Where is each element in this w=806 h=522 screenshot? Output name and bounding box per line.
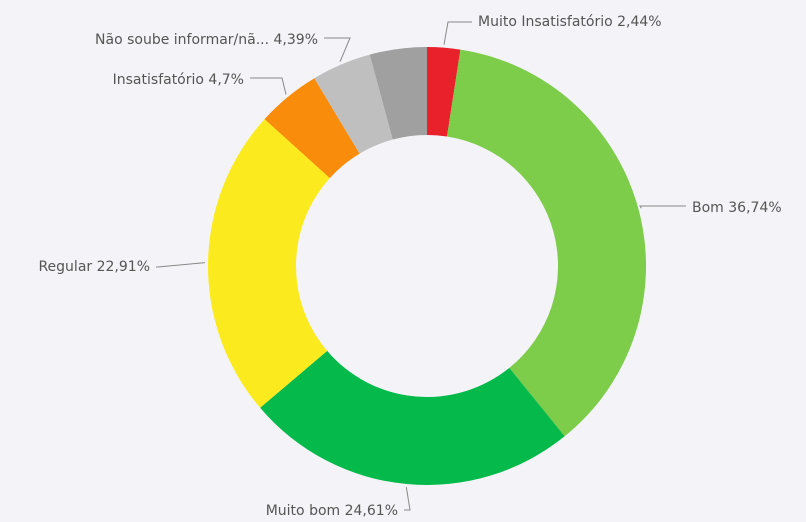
label-category: Regular bbox=[38, 259, 92, 275]
label-category: Muito Insatisfatório bbox=[478, 14, 613, 30]
label-category: Muito bom bbox=[266, 503, 340, 519]
label-value: 24,61% bbox=[345, 503, 398, 519]
donut-segment bbox=[427, 47, 461, 137]
label-category: Insatisfatório bbox=[113, 72, 204, 88]
label-value: 36,74% bbox=[728, 200, 781, 216]
label-category: Não soube informar/nã... bbox=[95, 32, 269, 48]
data-label: Insatisfatório 4,7% bbox=[113, 72, 244, 88]
donut-segment bbox=[260, 350, 565, 485]
donut-segment bbox=[314, 54, 393, 154]
leader-line bbox=[443, 21, 472, 45]
donut-segment bbox=[447, 49, 646, 437]
data-label: Muito bom 24,61% bbox=[266, 503, 398, 519]
data-label: Não soube informar/nã... 4,39% bbox=[95, 32, 318, 48]
donut-segment bbox=[207, 119, 330, 408]
leader-line bbox=[404, 486, 411, 511]
label-value: 2,44% bbox=[617, 14, 661, 30]
label-value: 22,91% bbox=[97, 259, 150, 275]
leader-line bbox=[639, 205, 686, 209]
data-label: Muito Insatisfatório 2,44% bbox=[478, 14, 662, 30]
data-label: Regular 22,91% bbox=[38, 259, 150, 275]
label-category: Bom bbox=[692, 200, 724, 216]
leader-line bbox=[156, 262, 206, 268]
leader-line bbox=[250, 77, 287, 95]
leader-line bbox=[324, 37, 351, 62]
donut-segment bbox=[264, 78, 360, 179]
donut-segment bbox=[369, 47, 427, 140]
label-value: 4,39% bbox=[274, 32, 318, 48]
data-label: Bom 36,74% bbox=[692, 200, 782, 216]
label-value: 4,7% bbox=[208, 72, 244, 88]
